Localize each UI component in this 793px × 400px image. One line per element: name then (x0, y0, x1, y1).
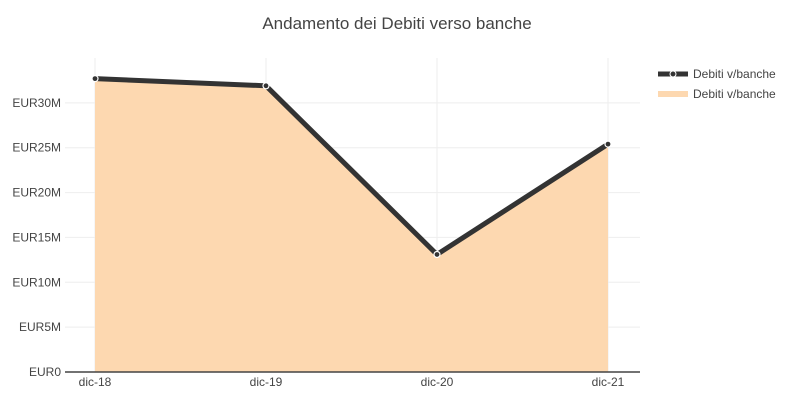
legend-item-line[interactable]: Debiti v/banche (658, 67, 776, 81)
data-point (433, 250, 441, 259)
legend-label-line: Debiti v/banche (693, 67, 776, 81)
y-tick-label: EUR20M (12, 186, 61, 200)
area-layer (95, 78, 608, 373)
legend-item-area[interactable]: Debiti v/banche (658, 87, 776, 101)
chart-title: Andamento dei Debiti verso banche (262, 14, 531, 33)
axis-layer: EUR0 EUR5M EUR10M EUR15M EUR20M EUR25M EUR30M d… (12, 96, 640, 389)
y-tick-label: EUR0 (29, 365, 61, 379)
line-layer (91, 75, 612, 259)
legend-label-area: Debiti v/banche (693, 87, 776, 101)
legend-marker-swatch (669, 70, 677, 78)
x-tick-label: dic-20 (421, 375, 454, 389)
data-point (604, 140, 612, 148)
x-tick-label: dic-21 (592, 375, 625, 389)
y-tick-label: EUR5M (19, 320, 61, 334)
y-tick-label: EUR10M (12, 275, 61, 289)
data-point (262, 82, 270, 90)
legend[interactable]: Debiti v/banche Debiti v/banche (658, 67, 776, 101)
y-tick-label: EUR15M (12, 230, 61, 244)
y-tick-label: EUR30M (12, 96, 61, 110)
x-tick-label: dic-19 (250, 375, 283, 389)
series-line (94, 76, 610, 257)
area-fill (95, 78, 608, 373)
x-tick-label: dic-18 (79, 375, 112, 389)
data-point (91, 75, 99, 83)
y-tick-label: EUR25M (12, 141, 61, 155)
